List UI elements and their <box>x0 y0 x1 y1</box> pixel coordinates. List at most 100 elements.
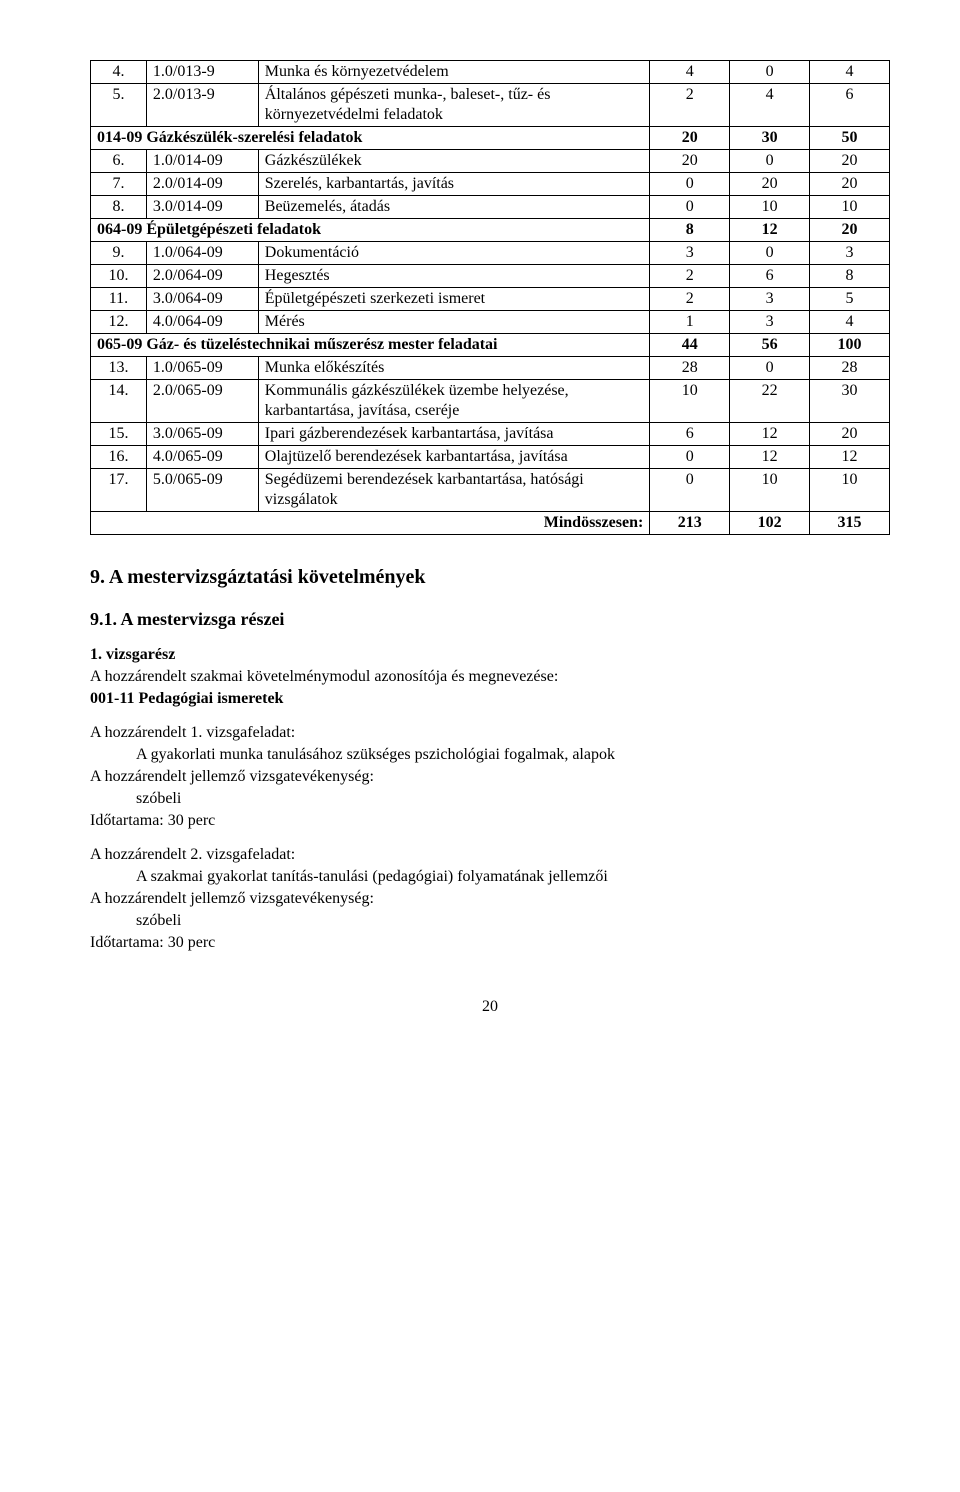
row-index: 14. <box>91 380 147 423</box>
row-code: 1.0/064-09 <box>146 242 258 265</box>
section-body: 9. A mestervizsgáztatási követelmények 9… <box>90 565 890 953</box>
row-code: 1.0/014-09 <box>146 150 258 173</box>
row-value-c: 4 <box>810 61 890 84</box>
row-value-c: 28 <box>810 357 890 380</box>
table-row: 9.1.0/064-09Dokumentáció303 <box>91 242 890 265</box>
row-value-c: 20 <box>810 150 890 173</box>
row-value-c: 50 <box>810 127 890 150</box>
row-desc: Szerelés, karbantartás, javítás <box>258 173 650 196</box>
row-code: 2.0/014-09 <box>146 173 258 196</box>
row-desc: Kommunális gázkészülékek üzembe helyezés… <box>258 380 650 423</box>
task-2-duration: Időtartama: 30 perc <box>90 933 890 953</box>
table-row: 14.2.0/065-09Kommunális gázkészülékek üz… <box>91 380 890 423</box>
exam-part-1-title: 1. vizsgarész <box>90 645 890 665</box>
row-value-c: 10 <box>810 469 890 512</box>
table-row: 10.2.0/064-09Hegesztés268 <box>91 265 890 288</box>
row-value-a: 4 <box>650 61 730 84</box>
row-value-a: 2 <box>650 288 730 311</box>
row-desc: Ipari gázberendezések karbantartása, jav… <box>258 423 650 446</box>
table-row: 12.4.0/064-09Mérés134 <box>91 311 890 334</box>
row-value-a: 6 <box>650 423 730 446</box>
row-code: 2.0/013-9 <box>146 84 258 127</box>
task-1-label: A hozzárendelt 1. vizsgafeladat: <box>90 723 890 743</box>
row-index: 17. <box>91 469 147 512</box>
row-value-c: 20 <box>810 219 890 242</box>
row-index: 4. <box>91 61 147 84</box>
row-desc: Épületgépészeti szerkezeti ismeret <box>258 288 650 311</box>
exam-task-1: A hozzárendelt 1. vizsgafeladat: A gyako… <box>90 723 890 831</box>
row-value-b: 22 <box>730 380 810 423</box>
task-2-activity-label: A hozzárendelt jellemző vizsgatevékenysé… <box>90 889 890 909</box>
row-value-b: 0 <box>730 150 810 173</box>
task-1-duration: Időtartama: 30 perc <box>90 811 890 831</box>
row-desc: Munka előkészítés <box>258 357 650 380</box>
row-code: 1.0/065-09 <box>146 357 258 380</box>
course-hours-table: 4.1.0/013-9Munka és környezetvédelem4045… <box>90 60 890 535</box>
row-value-a: 0 <box>650 469 730 512</box>
row-value-a: 3 <box>650 242 730 265</box>
row-value-a: 20 <box>650 127 730 150</box>
row-code: 4.0/064-09 <box>146 311 258 334</box>
row-value-b: 0 <box>730 357 810 380</box>
table-row: 065-09 Gáz- és tüzeléstechnikai műszerés… <box>91 334 890 357</box>
row-value-b: 10 <box>730 196 810 219</box>
row-value-c: 30 <box>810 380 890 423</box>
row-index: 16. <box>91 446 147 469</box>
row-value-b: 12 <box>730 219 810 242</box>
table-row: 4.1.0/013-9Munka és környezetvédelem404 <box>91 61 890 84</box>
row-value-c: 10 <box>810 196 890 219</box>
table-row: 014-09 Gázkészülék-szerelési feladatok20… <box>91 127 890 150</box>
row-code: 2.0/064-09 <box>146 265 258 288</box>
section-9-1-heading: 9.1. A mestervizsga részei <box>90 608 890 631</box>
row-code: 3.0/064-09 <box>146 288 258 311</box>
row-value-c: 6 <box>810 84 890 127</box>
table-row: 8.3.0/014-09Beüzemelés, átadás01010 <box>91 196 890 219</box>
table-row: 13.1.0/065-09Munka előkészítés28028 <box>91 357 890 380</box>
table-row: 7.2.0/014-09Szerelés, karbantartás, javí… <box>91 173 890 196</box>
section-9-heading: 9. A mestervizsgáztatási követelmények <box>90 565 890 590</box>
row-value-c: 4 <box>810 311 890 334</box>
row-desc: Olajtüzelő berendezések karbantartása, j… <box>258 446 650 469</box>
row-index: 8. <box>91 196 147 219</box>
row-value-a: 1 <box>650 311 730 334</box>
row-value-b: 20 <box>730 173 810 196</box>
row-value-a: 2 <box>650 265 730 288</box>
row-value-b: 12 <box>730 446 810 469</box>
row-value-b: 56 <box>730 334 810 357</box>
row-value-c: 12 <box>810 446 890 469</box>
row-index: 5. <box>91 84 147 127</box>
row-desc: Gázkészülékek <box>258 150 650 173</box>
task-1-activity-label: A hozzárendelt jellemző vizsgatevékenysé… <box>90 767 890 787</box>
row-value-c: 5 <box>810 288 890 311</box>
row-desc: Segédüzemi berendezések karbantartása, h… <box>258 469 650 512</box>
exam-task-2: A hozzárendelt 2. vizsgafeladat: A szakm… <box>90 845 890 953</box>
row-value-c: 315 <box>810 512 890 535</box>
row-value-a: 0 <box>650 446 730 469</box>
exam-part-1-intro: 1. vizsgarész A hozzárendelt szakmai köv… <box>90 645 890 709</box>
row-value-a: 8 <box>650 219 730 242</box>
row-value-b: 12 <box>730 423 810 446</box>
table-row: 17.5.0/065-09Segédüzemi berendezések kar… <box>91 469 890 512</box>
row-value-c: 3 <box>810 242 890 265</box>
row-index: 13. <box>91 357 147 380</box>
page-number: 20 <box>90 997 890 1017</box>
row-value-c: 20 <box>810 173 890 196</box>
row-value-b: 0 <box>730 61 810 84</box>
row-value-b: 3 <box>730 288 810 311</box>
task-2-label: A hozzárendelt 2. vizsgafeladat: <box>90 845 890 865</box>
row-desc: Beüzemelés, átadás <box>258 196 650 219</box>
row-value-a: 20 <box>650 150 730 173</box>
row-index: 9. <box>91 242 147 265</box>
table-row: 6.1.0/014-09Gázkészülékek20020 <box>91 150 890 173</box>
row-index: 10. <box>91 265 147 288</box>
row-value-a: 213 <box>650 512 730 535</box>
row-value-b: 6 <box>730 265 810 288</box>
row-desc: Munka és környezetvédelem <box>258 61 650 84</box>
row-desc: Hegesztés <box>258 265 650 288</box>
row-value-a: 2 <box>650 84 730 127</box>
row-value-b: 3 <box>730 311 810 334</box>
module-id-value: 001-11 Pedagógiai ismeretek <box>90 689 890 709</box>
table-row: 11.3.0/064-09Épületgépészeti szerkezeti … <box>91 288 890 311</box>
row-value-b: 30 <box>730 127 810 150</box>
row-index: 12. <box>91 311 147 334</box>
